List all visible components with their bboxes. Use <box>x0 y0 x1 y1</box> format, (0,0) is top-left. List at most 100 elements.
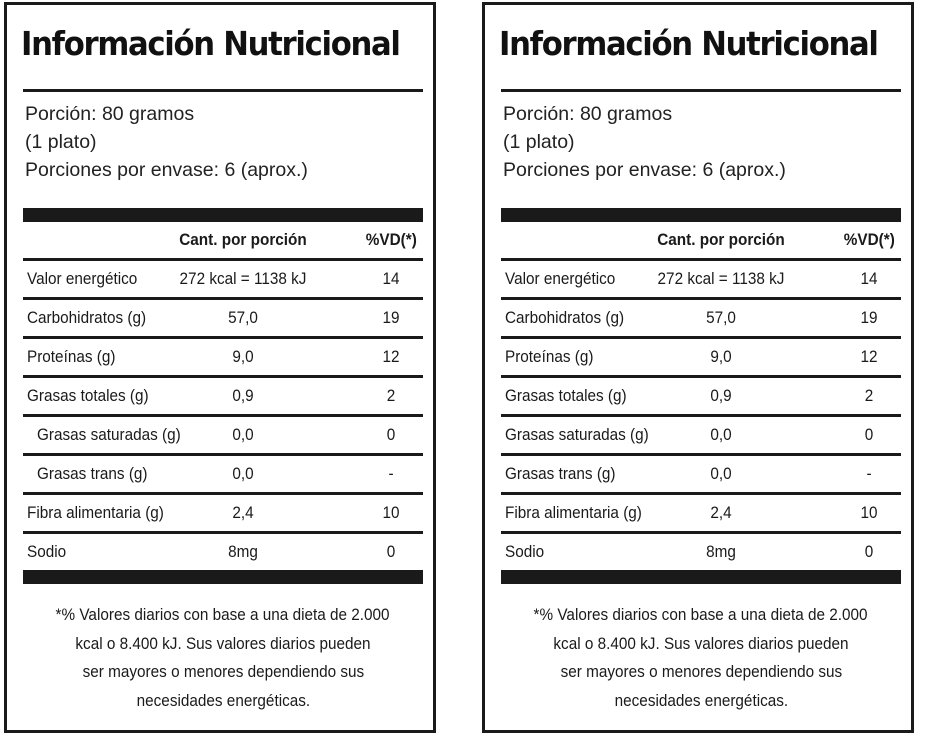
table-row: Grasas saturadas (g) 0,0 0 <box>23 417 423 456</box>
column-header-dv: %VD(*) <box>843 230 895 249</box>
nutrient-amount: 8mg <box>706 542 736 561</box>
nutrient-dv: 10 <box>860 503 878 522</box>
nutrient-name: Proteínas (g) <box>27 347 116 366</box>
serving-info: Porción: 80 gramos (1 plato) Porciones p… <box>503 100 786 184</box>
table-row: Sodio 8mg 0 <box>501 534 901 569</box>
nutrient-name: Valor energético <box>505 269 616 288</box>
table-row: Proteínas (g) 9,0 12 <box>23 339 423 378</box>
nutrient-dv: 0 <box>864 542 874 561</box>
table-row: Grasas totales (g) 0,9 2 <box>501 378 901 417</box>
table-row: Grasas trans (g) 0,0 - <box>501 456 901 495</box>
serving-size: Porción: 80 gramos <box>503 103 673 125</box>
table-row: Carbohidratos (g) 57,0 19 <box>23 300 423 339</box>
footnote-line: necesidades energéticas. <box>136 690 310 710</box>
nutrient-amount: 0,9 <box>710 386 732 405</box>
column-header-dv: %VD(*) <box>365 230 417 249</box>
nutrient-amount: 2,4 <box>232 503 254 522</box>
nutrient-amount: 57,0 <box>706 308 736 327</box>
nutrient-dv: 12 <box>382 347 400 366</box>
serving-unit: (1 plato) <box>25 131 97 153</box>
nutrient-dv: 0 <box>386 425 396 444</box>
serving-info: Porción: 80 gramos (1 plato) Porciones p… <box>25 100 308 184</box>
nutrient-name: Grasas totales (g) <box>27 386 149 405</box>
nutrient-name: Sodio <box>505 542 545 561</box>
table-header-row: Cant. por porción %VD(*) <box>23 222 423 261</box>
nutrient-name: Valor energético <box>27 269 138 288</box>
table-row: Grasas trans (g) 0,0 - <box>23 456 423 495</box>
nutrient-amount: 0,0 <box>232 425 254 444</box>
nutrient-dv: 12 <box>860 347 878 366</box>
table-row: Fibra alimentaria (g) 2,4 10 <box>23 495 423 534</box>
table-row: Carbohidratos (g) 57,0 19 <box>501 300 901 339</box>
footnote: *% Valores diarios con base a una dieta … <box>23 601 423 715</box>
nutrition-label-right: Información Nutricional Porción: 80 gram… <box>482 2 914 733</box>
thick-divider-top <box>501 208 901 222</box>
footnote-line: kcal o 8.400 kJ. Sus valores diarios pue… <box>553 633 849 653</box>
nutrient-dv: 19 <box>860 308 878 327</box>
nutrient-amount: 272 kcal = 1138 kJ <box>657 269 785 288</box>
nutrient-dv: 19 <box>382 308 400 327</box>
nutrient-amount: 0,0 <box>232 464 254 483</box>
nutrient-dv: 14 <box>382 269 400 288</box>
nutrition-table: Cant. por porción %VD(*) Valor energétic… <box>501 222 901 569</box>
footnote-line: *% Valores diarios con base a una dieta … <box>55 605 390 624</box>
nutrient-amount: 2,4 <box>710 503 732 522</box>
nutrient-dv: 0 <box>386 542 396 561</box>
nutrient-name: Grasas saturadas (g) <box>505 425 649 444</box>
footnote-line: ser mayores o menores dependiendo sus <box>560 662 842 681</box>
label-title: Información Nutricional <box>21 24 401 63</box>
nutrient-dv: - <box>866 464 872 483</box>
nutrient-amount: 57,0 <box>228 308 258 327</box>
nutrient-name: Grasas saturadas (g) <box>37 425 181 444</box>
nutrient-dv: 0 <box>864 425 874 444</box>
serving-size: Porción: 80 gramos <box>25 103 195 125</box>
footnote: *% Valores diarios con base a una dieta … <box>501 601 901 715</box>
nutrient-dv: 14 <box>860 269 878 288</box>
nutrient-dv: 10 <box>382 503 400 522</box>
label-title: Información Nutricional <box>499 24 879 63</box>
footnote-line: ser mayores o menores dependiendo sus <box>82 662 364 681</box>
nutrient-amount: 0,0 <box>710 425 732 444</box>
thick-divider-top <box>23 208 423 222</box>
table-row: Valor energético 272 kcal = 1138 kJ 14 <box>501 261 901 300</box>
nutrient-dv: 2 <box>386 386 396 405</box>
column-header-amount: Cant. por porción <box>179 230 307 249</box>
footnote-line: *% Valores diarios con base a una dieta … <box>533 605 868 624</box>
nutrition-label-left: Información Nutricional Porción: 80 gram… <box>4 2 436 733</box>
nutrient-amount: 0,9 <box>232 386 254 405</box>
footnote-line: kcal o 8.400 kJ. Sus valores diarios pue… <box>75 633 371 653</box>
nutrient-name: Proteínas (g) <box>505 347 594 366</box>
nutrient-name: Fibra alimentaria (g) <box>505 503 642 522</box>
serving-unit: (1 plato) <box>503 131 575 153</box>
thick-divider-bottom <box>23 570 423 584</box>
nutrient-name: Grasas totales (g) <box>505 386 627 405</box>
nutrition-table: Cant. por porción %VD(*) Valor energétic… <box>23 222 423 569</box>
nutrient-name: Fibra alimentaria (g) <box>27 503 164 522</box>
nutrient-name: Grasas trans (g) <box>37 464 148 483</box>
nutrient-amount: 272 kcal = 1138 kJ <box>179 269 307 288</box>
nutrient-dv: - <box>388 464 394 483</box>
table-header-row: Cant. por porción %VD(*) <box>501 222 901 261</box>
servings-per-container: Porciones por envase: 6 (aprox.) <box>25 159 308 181</box>
title-divider <box>501 89 901 92</box>
nutrient-name: Grasas trans (g) <box>505 464 616 483</box>
footnote-line: necesidades energéticas. <box>614 690 788 710</box>
nutrient-amount: 9,0 <box>710 347 732 366</box>
nutrient-name: Carbohidratos (g) <box>27 308 147 327</box>
nutrient-dv: 2 <box>864 386 874 405</box>
table-row: Fibra alimentaria (g) 2,4 10 <box>501 495 901 534</box>
nutrient-amount: 9,0 <box>232 347 254 366</box>
servings-per-container: Porciones por envase: 6 (aprox.) <box>503 159 786 181</box>
nutrient-name: Sodio <box>27 542 67 561</box>
table-row: Grasas saturadas (g) 0,0 0 <box>501 417 901 456</box>
nutrient-amount: 8mg <box>228 542 258 561</box>
column-header-amount: Cant. por porción <box>657 230 785 249</box>
table-row: Sodio 8mg 0 <box>23 534 423 569</box>
table-row: Grasas totales (g) 0,9 2 <box>23 378 423 417</box>
thick-divider-bottom <box>501 570 901 584</box>
title-divider <box>23 89 423 92</box>
table-row: Proteínas (g) 9,0 12 <box>501 339 901 378</box>
nutrient-amount: 0,0 <box>710 464 732 483</box>
nutrient-name: Carbohidratos (g) <box>505 308 625 327</box>
table-row: Valor energético 272 kcal = 1138 kJ 14 <box>23 261 423 300</box>
